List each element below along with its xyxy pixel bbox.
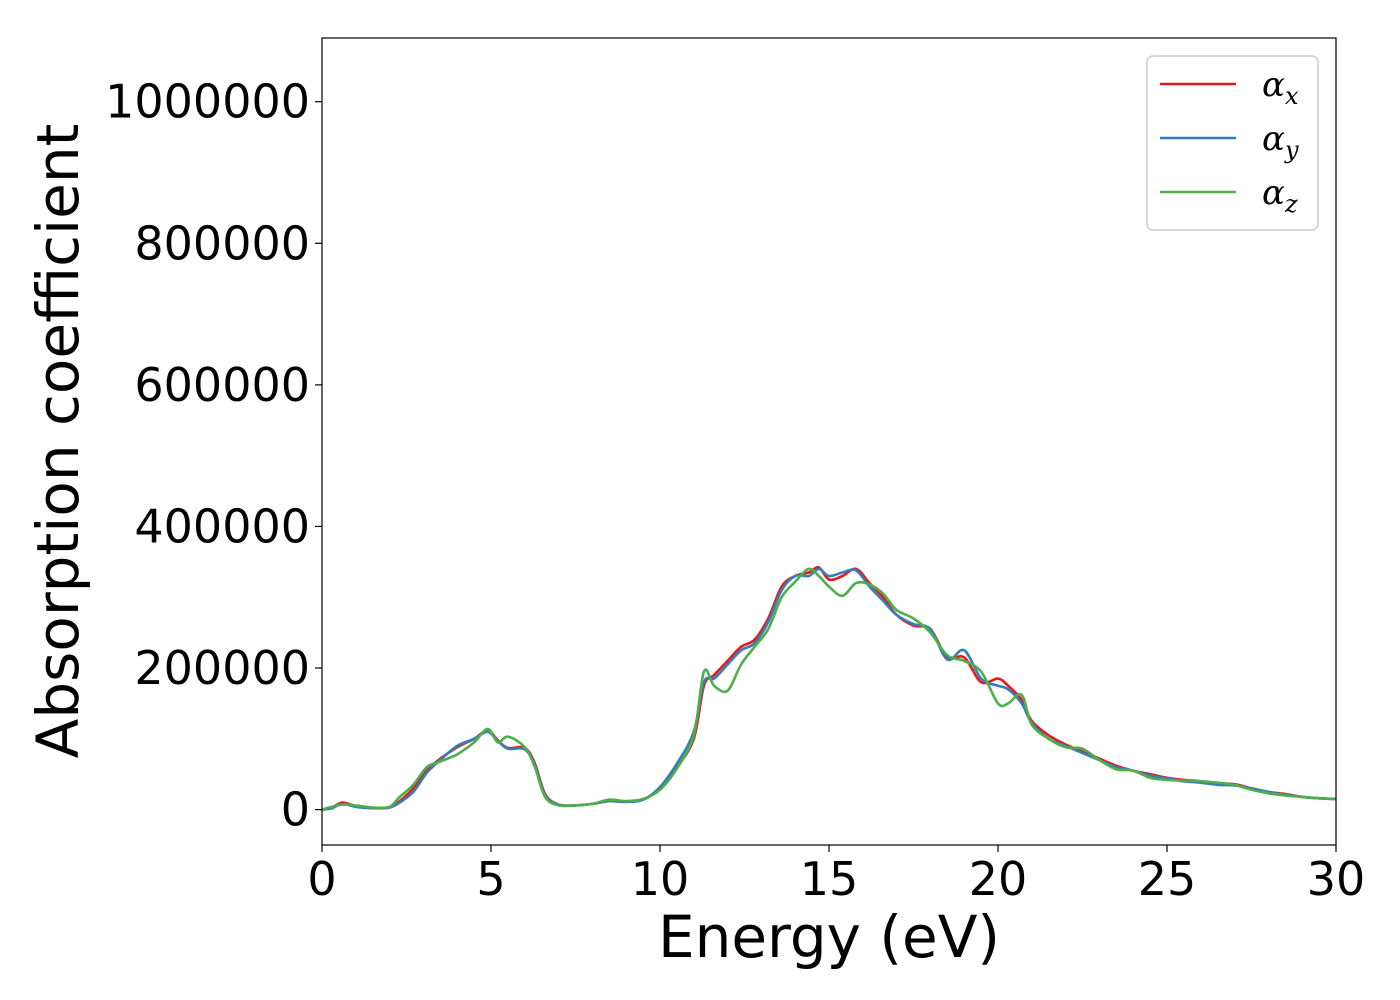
y-axis: 0 200000 400000 600000 800000 1000000 — [105, 75, 322, 837]
x-axis: 0 5 10 15 20 25 30 — [307, 845, 1365, 906]
y-tick-label: 600000 — [134, 358, 310, 412]
x-tick-label: 25 — [1138, 852, 1197, 906]
y-tick-label: 0 — [281, 783, 310, 837]
x-axis-title: Energy (eV) — [658, 903, 1000, 971]
series-line-z — [321, 567, 1337, 811]
y-tick-label: 400000 — [134, 499, 310, 553]
x-tick-label: 30 — [1307, 852, 1366, 906]
legend-box — [1146, 55, 1319, 231]
y-tick-label: 1000000 — [105, 75, 310, 129]
x-tick-label: 15 — [800, 852, 859, 906]
y-tick-label: 800000 — [134, 216, 310, 270]
x-tick-label: 0 — [307, 852, 336, 906]
y-axis-title: Absorption coefficient — [24, 124, 92, 759]
x-tick-label: 20 — [969, 852, 1028, 906]
x-tick-label: 5 — [476, 852, 505, 906]
x-tick-label: 10 — [631, 852, 690, 906]
plot-lines — [321, 566, 1337, 811]
y-tick-label: 200000 — [134, 641, 310, 695]
